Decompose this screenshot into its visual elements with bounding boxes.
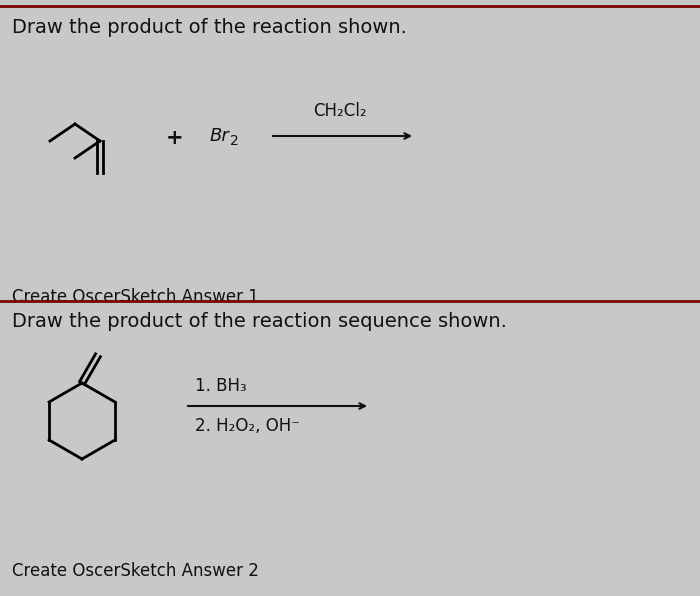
Text: Create OscerSketch Answer 2: Create OscerSketch Answer 2 bbox=[12, 562, 259, 580]
Text: 2. H₂O₂, OH⁻: 2. H₂O₂, OH⁻ bbox=[195, 417, 300, 435]
Text: 1. BH₃: 1. BH₃ bbox=[195, 377, 246, 395]
Text: Create OscerSketch Answer 1: Create OscerSketch Answer 1 bbox=[12, 288, 259, 306]
Text: +: + bbox=[166, 128, 184, 148]
Text: Br: Br bbox=[210, 127, 230, 145]
Text: 2: 2 bbox=[230, 134, 239, 148]
Text: CH₂Cl₂: CH₂Cl₂ bbox=[313, 102, 367, 120]
Text: Draw the product of the reaction shown.: Draw the product of the reaction shown. bbox=[12, 18, 407, 37]
Text: Draw the product of the reaction sequence shown.: Draw the product of the reaction sequenc… bbox=[12, 312, 507, 331]
